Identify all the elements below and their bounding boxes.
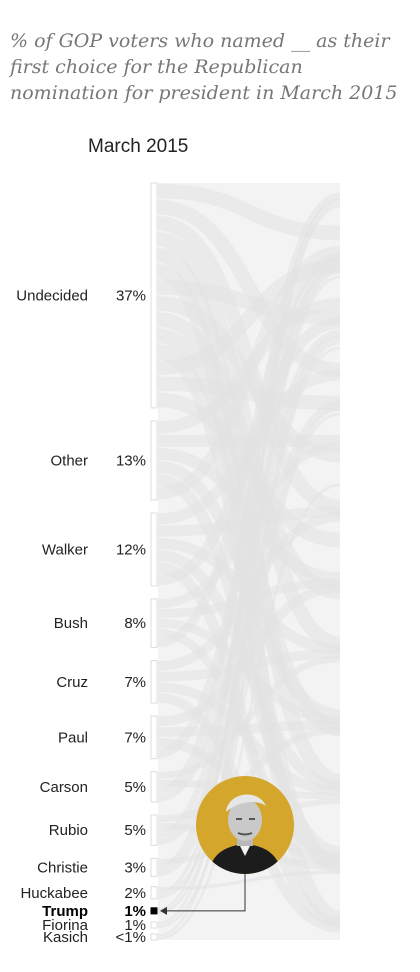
- flow-line-55: [157, 275, 341, 925]
- bar-group: [150, 182, 158, 941]
- value-bush: 8%: [124, 615, 146, 632]
- bar-undecided: [150, 182, 158, 409]
- label-kasich: Kasich: [43, 929, 88, 946]
- value-walker: 12%: [116, 541, 146, 558]
- bar-paul: [150, 715, 158, 760]
- value-trump: 1%: [124, 903, 146, 920]
- bar-trump: [150, 907, 158, 915]
- value-paul: 7%: [124, 729, 146, 746]
- bar-christie: [150, 857, 158, 878]
- value-carson: 5%: [124, 779, 146, 796]
- bar-cruz: [150, 660, 158, 704]
- pointer-arrow-icon: [160, 906, 167, 915]
- label-walker: Walker: [42, 541, 88, 558]
- bar-other: [150, 420, 158, 501]
- value-cruz: 7%: [124, 674, 146, 691]
- flow-line-51: [157, 270, 341, 895]
- highlight-pointer: [160, 872, 246, 915]
- flow-line-30: [157, 252, 341, 648]
- label-rubio: Rubio: [49, 822, 88, 839]
- value-undecided: 37%: [116, 288, 146, 305]
- bar-fiorina: [150, 921, 158, 929]
- flow-line-54: [157, 341, 341, 914]
- column-header: March 2015: [88, 136, 189, 157]
- flow-line-56: [157, 412, 341, 928]
- label-carson: Carson: [40, 779, 88, 796]
- label-trump: Trump: [42, 903, 88, 920]
- pointer-line: [166, 872, 246, 912]
- flow-line-58: [157, 483, 341, 940]
- flow-line-19: [157, 246, 341, 500]
- flow-line-41: [157, 192, 341, 795]
- label-other: Other: [50, 452, 88, 469]
- bar-carson: [150, 771, 158, 803]
- label-group: Undecided 37% Other 13% Walker 12% Bush 8% Cruz 7…: [16, 288, 146, 947]
- candidate-photo-icon: [196, 776, 294, 874]
- value-christie: 3%: [124, 860, 146, 877]
- value-other: 13%: [116, 452, 146, 469]
- flow-line-48: [157, 198, 341, 871]
- value-kasich: <1%: [116, 929, 146, 946]
- label-fiorina: Fiorina: [42, 917, 89, 934]
- label-paul: Paul: [58, 729, 88, 746]
- flow-line-33: [157, 682, 341, 796]
- label-cruz: Cruz: [56, 674, 88, 691]
- label-bush: Bush: [54, 615, 88, 632]
- bar-huckabee: [150, 886, 158, 900]
- value-fiorina: 1%: [124, 917, 146, 934]
- label-huckabee: Huckabee: [20, 885, 88, 902]
- flow-line-57: [157, 346, 341, 937]
- label-undecided: Undecided: [16, 288, 88, 305]
- bar-walker: [150, 512, 158, 587]
- flow-line-6: [157, 280, 341, 326]
- bar-bush: [150, 598, 158, 649]
- flow-line-13: [157, 392, 341, 548]
- label-christie: Christie: [37, 860, 88, 877]
- chart-subtitle: % of GOP voters who named __ as their fi…: [10, 30, 398, 104]
- value-rubio: 5%: [124, 822, 146, 839]
- bar-kasich: [150, 933, 158, 941]
- flow-line-12: [157, 376, 341, 411]
- bar-rubio: [150, 814, 158, 846]
- flow-line-53: [157, 204, 341, 911]
- value-huckabee: 2%: [124, 885, 146, 902]
